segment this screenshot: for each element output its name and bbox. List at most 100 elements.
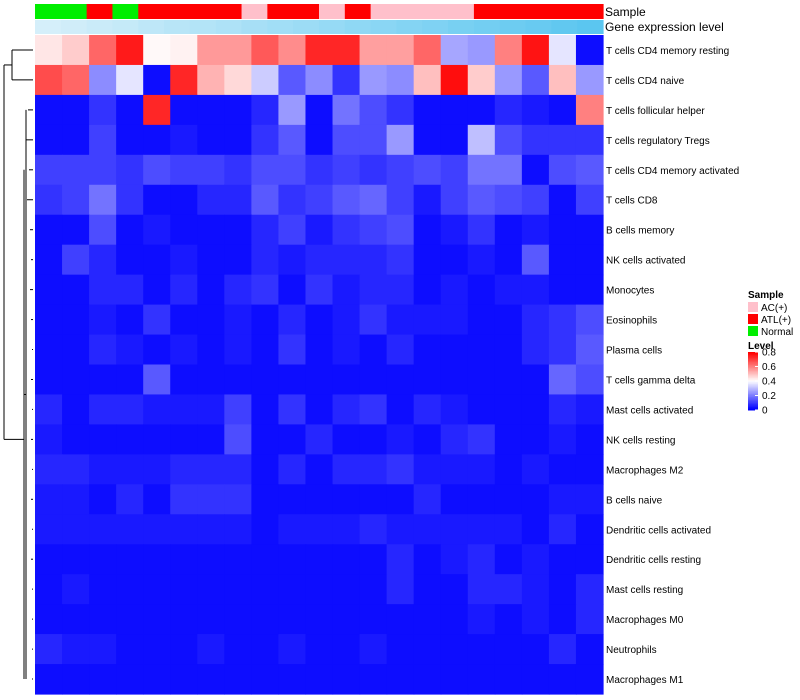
heatmap-cell — [278, 394, 307, 425]
heatmap-cell — [467, 35, 496, 66]
heatmap-cell — [467, 124, 496, 156]
heatmap-cell — [548, 604, 577, 635]
heatmap-cell — [359, 184, 388, 216]
sample-annotation-cell — [215, 4, 243, 19]
heatmap-cell — [116, 454, 144, 485]
heatmap-cell — [575, 274, 604, 306]
heatmap-cell — [143, 334, 171, 366]
heatmap-cell — [548, 664, 577, 695]
heatmap-cell — [521, 334, 550, 366]
heatmap-cell — [116, 574, 144, 605]
level-gradient-step — [748, 359, 758, 362]
heatmap-cell — [440, 364, 469, 396]
heatmap-cell — [548, 94, 577, 126]
heatmap-cell — [62, 214, 90, 246]
heatmap-cell — [62, 454, 90, 485]
level-gradient-step — [748, 386, 758, 389]
heatmap-cell — [575, 154, 604, 186]
heatmap-cell — [359, 334, 388, 366]
heatmap-cell — [494, 394, 523, 425]
heatmap-cell — [278, 634, 307, 665]
heatmap-cell — [440, 64, 469, 96]
heatmap-cell — [440, 274, 469, 306]
heatmap-cell — [35, 664, 63, 695]
heatmap-cell — [224, 304, 252, 336]
heatmap-cell — [467, 454, 496, 485]
heatmap-cell — [386, 544, 415, 575]
heatmap-cell — [440, 604, 469, 635]
expression-annotation-cell — [60, 20, 88, 34]
heatmap-cell — [413, 664, 442, 695]
heatmap-cell — [413, 544, 442, 575]
heatmap-cell — [440, 424, 469, 455]
heatmap-cell — [575, 394, 604, 425]
heatmap-cell — [278, 484, 307, 515]
level-tick-label: 0.2 — [762, 391, 776, 402]
heatmap-cell — [521, 214, 550, 246]
heatmap-cell — [143, 574, 171, 605]
heatmap-cell — [251, 334, 280, 366]
heatmap-cell — [278, 35, 307, 66]
heatmap-cell — [197, 334, 225, 366]
heatmap-cell — [359, 514, 388, 545]
heatmap-cell — [386, 604, 415, 635]
heatmap-cell — [89, 484, 117, 515]
heatmap-cell — [251, 364, 280, 396]
heatmap-cell — [251, 244, 280, 276]
heatmap-cell — [305, 634, 334, 665]
heatmap-cell — [170, 454, 198, 485]
sample-annotation-cell — [370, 4, 398, 19]
heatmap-cell — [386, 574, 415, 605]
heatmap-cell — [170, 394, 198, 425]
sample-annotation-cell — [241, 4, 268, 19]
heatmap-cell — [278, 514, 307, 545]
heatmap-cell — [332, 664, 361, 695]
heatmap-cell — [35, 514, 63, 545]
heatmap-cell — [224, 184, 252, 216]
row-label: Macrophages M2 — [606, 465, 684, 476]
heatmap-cell — [170, 574, 198, 605]
heatmap-cell — [116, 244, 144, 276]
heatmap-cell — [332, 454, 361, 485]
heatmap-cell — [197, 514, 225, 545]
heatmap-cell — [224, 544, 252, 575]
heatmap-cell — [548, 214, 577, 246]
heatmap-cell — [521, 604, 550, 635]
heatmap-cell — [170, 124, 198, 156]
heatmap-cell — [305, 64, 334, 96]
heatmap-cell — [386, 35, 415, 66]
heatmap-cell — [548, 154, 577, 186]
heatmap-cell — [521, 304, 550, 336]
heatmap-cell — [143, 94, 171, 126]
heatmap-cell — [251, 514, 280, 545]
expression-annotation-cell — [138, 20, 165, 34]
heatmap-cell — [494, 94, 523, 126]
heatmap-cell — [386, 124, 415, 156]
heatmap-cell — [521, 154, 550, 186]
heatmap-cell — [224, 334, 252, 366]
sample-annotation-cell — [473, 4, 501, 19]
heatmap-cell — [116, 64, 144, 96]
heatmap-cell — [89, 35, 117, 66]
heatmap-cell — [575, 544, 604, 575]
level-legend: Level 0.8 0.6 0.4 0.2 0 — [748, 341, 776, 417]
row-label: Dendritic cells activated — [606, 525, 711, 536]
heatmap-cell — [548, 574, 577, 605]
heatmap-cell — [143, 64, 171, 96]
heatmap-cell — [494, 514, 523, 545]
heatmap-cell — [116, 514, 144, 545]
expression-track-label: Gene expression level — [605, 20, 724, 34]
heatmap-cell — [575, 304, 604, 336]
heatmap-cell — [359, 35, 388, 66]
heatmap-cell — [278, 154, 307, 186]
heatmap-cell — [89, 574, 117, 605]
level-gradient-step — [748, 404, 758, 407]
sample-annotation-cell — [293, 4, 320, 19]
heatmap-cell — [548, 484, 577, 515]
heatmap-cell — [305, 94, 334, 126]
heatmap-cell — [62, 634, 90, 665]
heatmap-cell — [143, 544, 171, 575]
heatmap-cell — [305, 664, 334, 695]
heatmap-cell — [224, 604, 252, 635]
sample-legend-label: Normal — [761, 327, 793, 338]
